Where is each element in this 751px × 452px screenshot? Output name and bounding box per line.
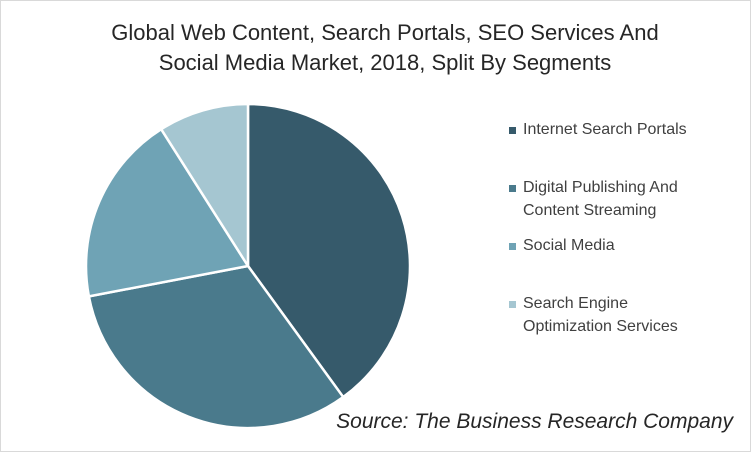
- chart-title-line-1: Global Web Content, Search Portals, SEO …: [111, 20, 659, 45]
- chart-title: Global Web Content, Search Portals, SEO …: [60, 18, 710, 78]
- pie-slice-2: [87, 264, 345, 430]
- pie-slice-4: [159, 102, 250, 268]
- legend-label-line: Internet Search Portals: [523, 121, 687, 138]
- legend-swatch: [509, 243, 516, 250]
- legend-swatch: [509, 301, 516, 308]
- legend-swatch: [509, 185, 516, 192]
- legend-label: Digital Publishing And Content Streaming: [523, 176, 678, 222]
- legend-label: Internet Search Portals: [523, 118, 687, 141]
- legend-label-line: Optimization Services: [523, 318, 678, 335]
- legend-label-line: Content Streaming: [523, 202, 657, 219]
- pie-slice-3: [84, 127, 250, 298]
- chart-title-line-2: Social Media Market, 2018, Split By Segm…: [158, 50, 612, 75]
- legend-label-line: Search Engine: [523, 295, 628, 312]
- legend-item: Internet Search Portals: [509, 118, 744, 141]
- legend-swatch: [509, 127, 516, 134]
- legend-label: Social Media: [523, 234, 615, 257]
- legend-item: Social Media: [509, 234, 744, 257]
- legend-item: Digital Publishing And Content Streaming: [509, 176, 744, 222]
- legend-label: Search Engine Optimization Services: [523, 292, 678, 338]
- legend-item: Search Engine Optimization Services: [509, 292, 744, 338]
- pie-slice-1: [246, 102, 412, 399]
- legend-label-line: Digital Publishing And: [523, 179, 678, 196]
- chart-source: Source: The Business Research Company: [336, 410, 733, 433]
- legend-label-line: Social Media: [523, 237, 615, 254]
